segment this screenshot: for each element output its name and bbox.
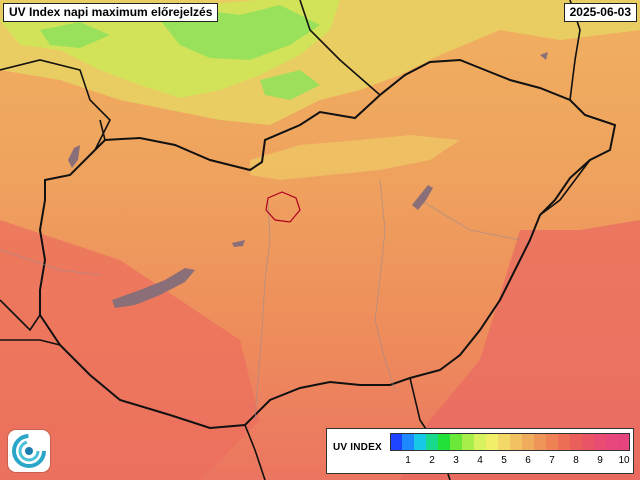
legend-color-bar [390,433,630,451]
legend-tick-label: 4 [477,455,483,466]
legend-color-step [594,433,607,451]
legend-tick-label: 6 [525,455,531,466]
high-uv-zone-west [0,220,260,480]
river-lines [0,179,521,421]
met-service-logo [8,430,50,472]
legend-tick-label: 1 [405,455,411,466]
yellow-strip-north-hungary [250,135,460,180]
legend-color-step [522,433,535,451]
legend-bar-border [390,433,630,451]
legend-tick-label: 5 [501,455,507,466]
high-uv-zone-east [400,220,640,480]
legend-tick-labels: 1 2 3 4 5 6 7 8 9 10 [390,455,630,469]
legend-title: UV INDEX [333,442,382,453]
lake-tisza [412,185,433,210]
legend-color-step [546,433,559,451]
legend-color-step [558,433,571,451]
lake-small-ne [540,52,548,60]
legend-color-step [498,433,511,451]
lake-balaton [112,268,195,308]
legend-color-step [486,433,499,451]
legend-color-step [510,433,523,451]
legend-color-step [570,433,583,451]
legend-color-step [618,433,630,451]
bright-green-patches [40,5,320,100]
legend-color-step [402,433,415,451]
legend-color-step [414,433,427,451]
legend-color-step [390,433,403,451]
budapest-outline [265,191,301,223]
lake-ferto [68,145,80,168]
hungary-border [38,58,617,430]
logo-swirl-icon [12,434,46,468]
uv-legend: UV INDEX 1 2 3 4 5 6 7 8 9 10 [326,428,634,474]
legend-tick-label: 8 [573,455,579,466]
forecast-date: 2025-06-03 [563,3,637,22]
legend-color-step [462,433,475,451]
map-title: UV Index napi maximum előrejelzés [3,3,219,22]
legend-color-step [534,433,547,451]
legend-color-step [606,433,619,451]
lake-velence [232,240,245,247]
legend-color-step [450,433,463,451]
legend-tick-label: 3 [453,455,459,466]
legend-color-step [426,433,439,451]
legend-tick-label: 9 [597,455,603,466]
legend-color-step [438,433,451,451]
legend-color-step [474,433,487,451]
legend-tick-label: 7 [549,455,555,466]
legend-tick-label: 2 [429,455,435,466]
legend-tick-label: 10 [618,455,630,466]
legend-color-step [582,433,595,451]
